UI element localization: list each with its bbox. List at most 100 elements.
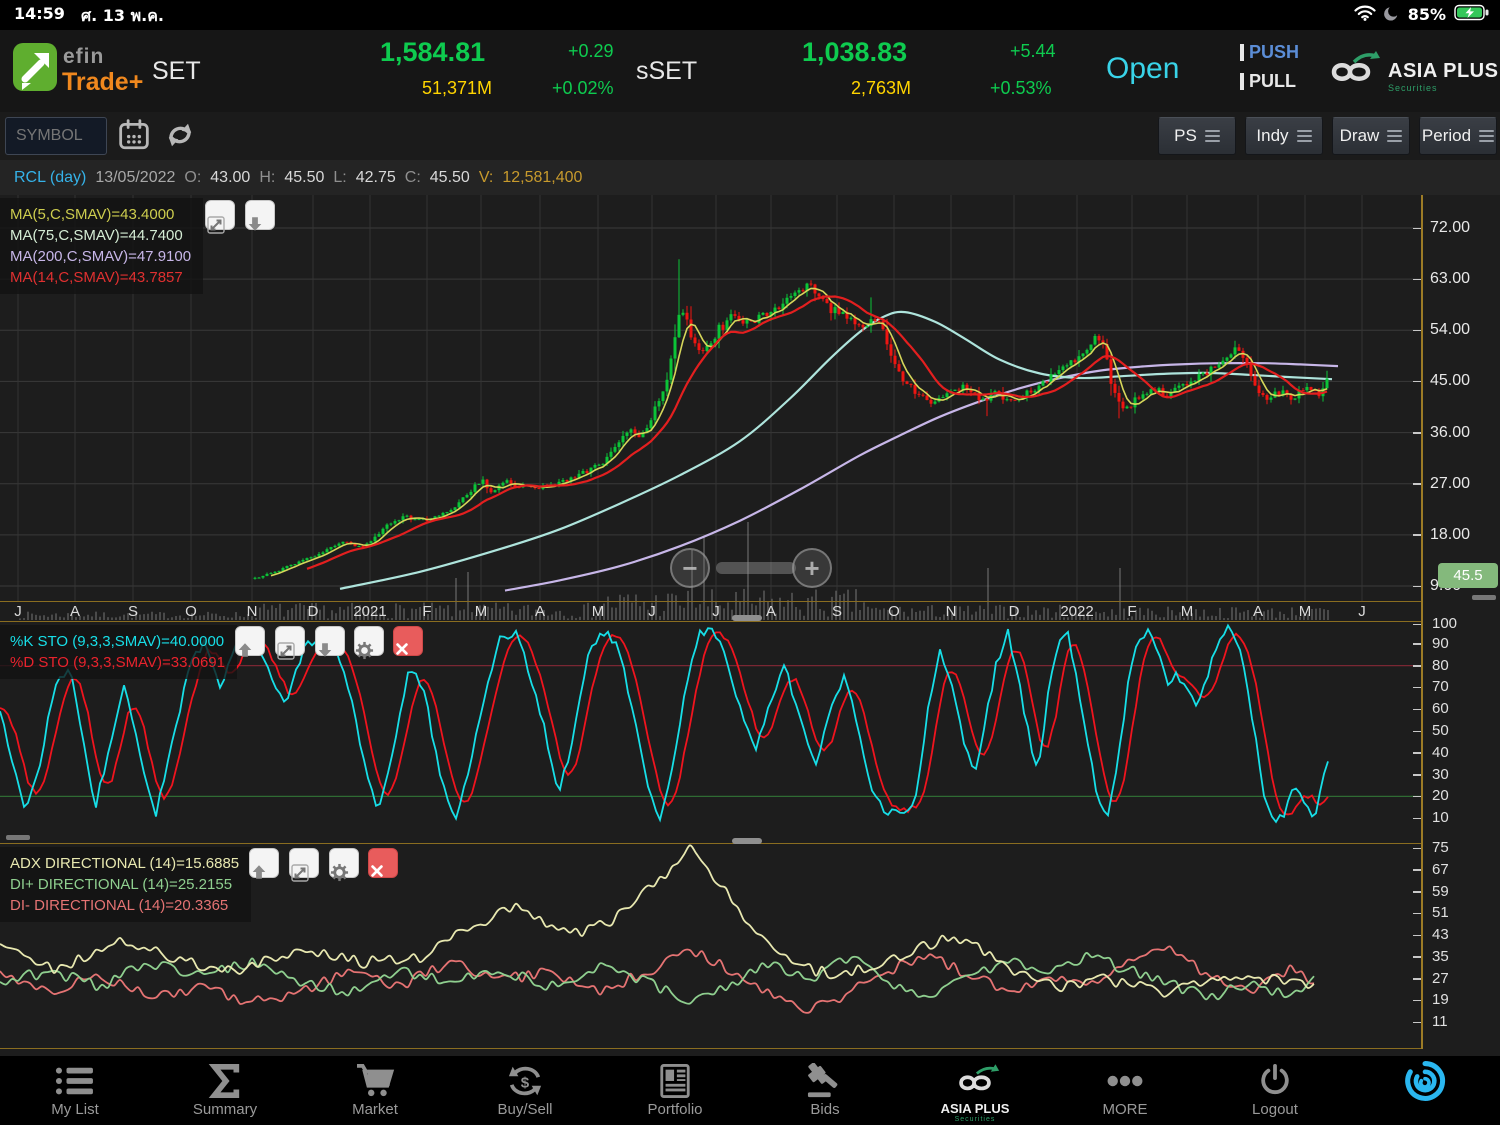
time-axis-label: O	[185, 603, 197, 620]
time-axis-label: N	[246, 603, 258, 620]
time-axis-label: S	[831, 603, 843, 620]
quote-close-label: C:	[404, 168, 421, 186]
time-axis-label: J	[712, 603, 720, 620]
sto-panel-gear-button[interactable]	[354, 626, 384, 660]
time-axis-label: A	[765, 603, 777, 620]
adx-panel-arrow-up-button[interactable]	[249, 848, 279, 879]
sto-panel-close-button[interactable]	[393, 626, 423, 656]
push-label: PUSH	[1249, 41, 1300, 62]
hamburger-icon	[1296, 127, 1312, 145]
axis-tick	[1413, 227, 1421, 229]
sto-adx-divider	[0, 843, 1421, 844]
axis-tick	[1413, 329, 1421, 332]
zoom-in-button[interactable]: +	[792, 548, 832, 588]
nav-item-spiral[interactable]	[1350, 1056, 1500, 1125]
time-axis-label: M	[1298, 603, 1312, 620]
refresh-button[interactable]	[162, 118, 198, 154]
axis-label: 90	[1432, 634, 1449, 652]
quote-close-value: 45.50	[429, 168, 470, 186]
nav-item-buy-sell[interactable]: $ Buy/Sell	[450, 1056, 600, 1125]
nav-item-my-list[interactable]: My List	[0, 1056, 150, 1125]
nav-item-portfolio[interactable]: Portfolio	[600, 1056, 750, 1125]
legend-entry: %D STO (9,3,3,SMAV)=33.0691	[10, 654, 225, 671]
price-panel-expand-button[interactable]	[205, 200, 235, 234]
list-icon	[54, 1062, 96, 1100]
time-axis-label: N	[945, 603, 957, 620]
adx-bottom-border	[0, 1048, 1421, 1049]
nav-item-label: MORE	[1102, 1101, 1148, 1118]
ma5-line	[270, 287, 1328, 577]
legend-entry: MA(75,C,SMAV)=44.7400	[10, 227, 183, 244]
axis-label: 80	[1432, 656, 1449, 674]
adx-panel-close-button[interactable]	[368, 848, 398, 878]
push-toggle[interactable]: PUSH	[1240, 42, 1299, 62]
quote-bar: RCL (day) 13/05/2022 O: 43.00 H: 45.50 L…	[0, 160, 1500, 195]
menu-button-period[interactable]: Period	[1419, 117, 1497, 155]
nav-item-asia-plus[interactable]: ASIA PLUS Securities	[900, 1056, 1050, 1125]
adx-chart-canvas[interactable]	[0, 844, 1500, 1049]
nav-item-logout[interactable]: Logout	[1200, 1056, 1350, 1125]
sto-panel-arrow-up-button[interactable]	[235, 626, 265, 657]
adx-legend: ADX DIRECTIONAL (14)=15.6885 DI+ DIRECTIO…	[0, 847, 252, 922]
calendar-button[interactable]	[116, 118, 152, 154]
legend-entry: DI- DIRECTIONAL (14)=20.3365	[10, 897, 229, 914]
menu-button-label: Draw	[1339, 126, 1380, 145]
time-axis-label: 2022	[1060, 603, 1094, 620]
price-chart-canvas[interactable]	[0, 195, 1500, 622]
sto-panel-arrow-down-button[interactable]	[315, 626, 345, 657]
broker-name: ASIA PLUS	[1388, 60, 1499, 82]
market-status: Open	[1106, 52, 1180, 85]
menu-button-label: Period	[1421, 126, 1472, 145]
battery-icon	[1454, 4, 1490, 25]
legend-entry: MA(5,C,SMAV)=43.4000	[10, 206, 175, 223]
axis-tick	[1413, 623, 1421, 626]
axis-tick	[1413, 934, 1421, 937]
quote-open-value: 43.00	[210, 168, 251, 186]
nav-item-summary[interactable]: Summary	[150, 1056, 300, 1125]
set-volume: 51,371M	[422, 78, 493, 98]
axis-tick	[1413, 795, 1421, 798]
zoom-slider[interactable]	[716, 562, 796, 574]
adx-panel-expand-button[interactable]	[289, 848, 319, 882]
chart-toolbar: PS Indy Draw Period	[0, 112, 1500, 160]
price-axis-band-top-border	[0, 601, 1421, 602]
scroll-dash-left[interactable]	[6, 835, 30, 840]
brand-trade: Trade+	[62, 68, 144, 96]
axis-tick	[1413, 891, 1421, 893]
adx-line	[0, 844, 1315, 998]
nav-item-market[interactable]: Market	[300, 1056, 450, 1125]
zoom-out-button[interactable]: −	[670, 548, 710, 588]
scroll-dash-top[interactable]	[1472, 595, 1496, 600]
nav-item-bids[interactable]: Bids	[750, 1056, 900, 1125]
axis-tick	[1413, 708, 1421, 711]
axis-label: 27.00	[1430, 474, 1471, 492]
pull-toggle[interactable]: PULL	[1240, 71, 1299, 91]
sset-change: +5.44	[1010, 41, 1056, 61]
nav-item-more[interactable]: MORE	[1050, 1056, 1200, 1125]
axis-label: 63.00	[1430, 270, 1471, 288]
set-value: 1,584.81	[380, 37, 486, 67]
nav-item-label: ASIA PLUS	[940, 1101, 1010, 1116]
symbol-search-input[interactable]	[5, 117, 107, 155]
time-axis-label: M	[474, 603, 488, 620]
sigma-icon	[208, 1062, 242, 1100]
quote-low-value: 42.75	[355, 168, 396, 186]
push-bar-icon	[1240, 43, 1244, 61]
more-icon	[1103, 1062, 1147, 1100]
axis-label: 51	[1432, 904, 1449, 922]
menu-button-ps[interactable]: PS	[1158, 117, 1236, 155]
time-axis-label: J	[14, 603, 22, 620]
adx-panel-gear-button[interactable]	[329, 848, 359, 882]
sto-panel-expand-button[interactable]	[275, 626, 305, 660]
sset-label: sSET	[636, 57, 698, 85]
sto-legend: %K STO (9,3,3,SMAV)=40.0000 %D STO (9,3,3…	[0, 625, 237, 679]
nav-item-label: Buy/Sell	[497, 1101, 553, 1118]
di-plus-line	[0, 952, 1315, 1005]
price-panel-arrow-down-button[interactable]	[245, 200, 275, 231]
price-panel-resize-handle[interactable]	[732, 615, 762, 621]
sto-panel-resize-handle[interactable]	[732, 838, 762, 844]
menu-button-indy[interactable]: Indy	[1245, 117, 1323, 155]
menu-button-draw[interactable]: Draw	[1332, 117, 1410, 155]
status-time: 14:59	[14, 4, 65, 23]
